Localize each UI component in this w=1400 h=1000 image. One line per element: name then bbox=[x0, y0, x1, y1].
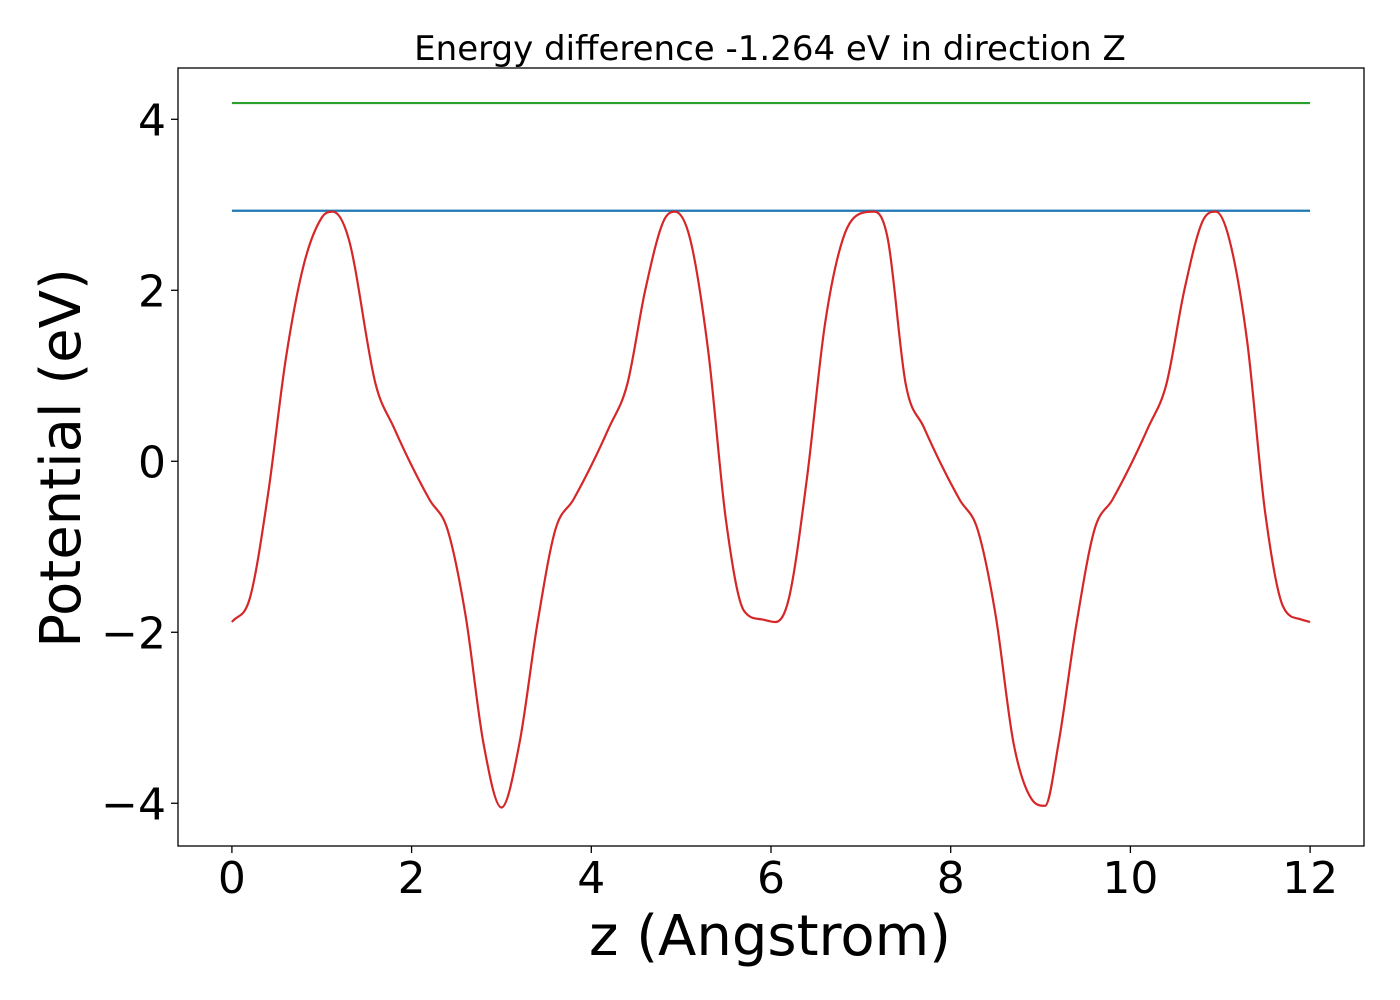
chart-title: Energy difference -1.264 eV in direction… bbox=[414, 29, 1126, 69]
y-tick-label: 2 bbox=[138, 266, 166, 317]
y-tick-label: −4 bbox=[101, 779, 166, 830]
series-line-2 bbox=[231, 210, 1311, 809]
x-tick-label: 0 bbox=[218, 853, 246, 904]
y-tick-label: 0 bbox=[138, 437, 166, 488]
y-axis-label: Potential (eV) bbox=[29, 268, 94, 648]
x-tick-label: 2 bbox=[398, 853, 426, 904]
y-tick-label: −2 bbox=[101, 608, 166, 659]
x-axis-label: z (Angstrom) bbox=[589, 904, 951, 969]
x-tick-label: 4 bbox=[577, 853, 605, 904]
x-tick-label: 8 bbox=[937, 853, 965, 904]
y-tick-label: 4 bbox=[138, 95, 166, 146]
plot-area: 0 2 4 6 8 10 12 −4 −2 0 2 4 bbox=[101, 67, 1365, 904]
x-tick-label: 6 bbox=[757, 853, 785, 904]
x-tick-label: 10 bbox=[1102, 853, 1158, 904]
x-tick-label: 12 bbox=[1282, 853, 1338, 904]
